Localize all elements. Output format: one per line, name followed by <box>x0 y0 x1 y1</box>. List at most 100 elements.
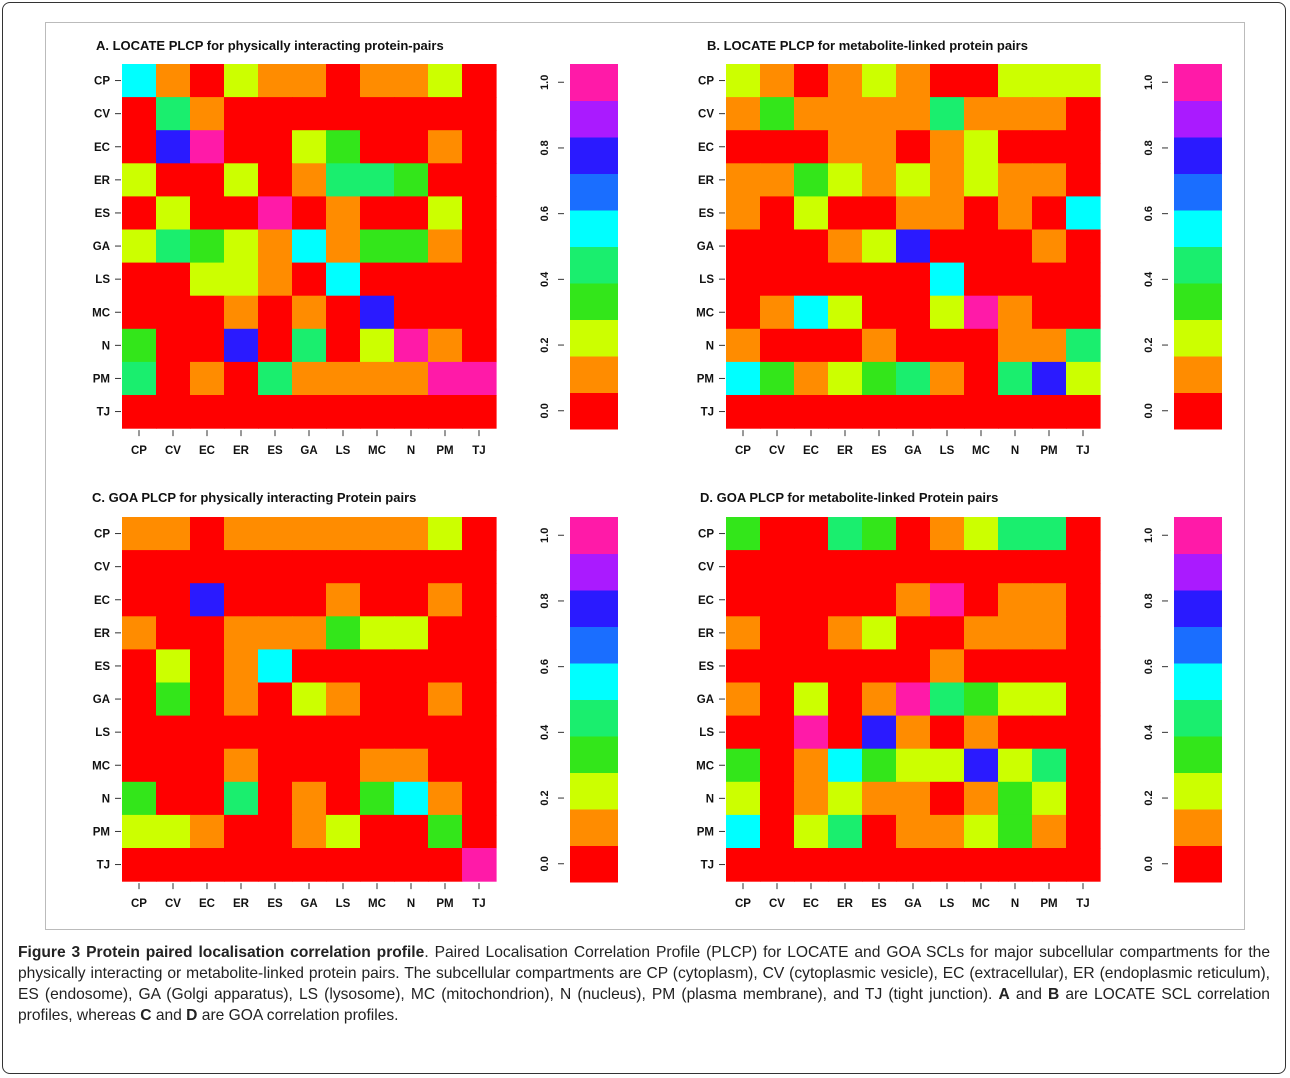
heatmap-cell <box>122 295 157 330</box>
heatmap-cell <box>862 295 897 330</box>
heatmap-cell <box>224 163 259 197</box>
heatmap-cell <box>360 517 395 551</box>
x-tick-label: ES <box>267 898 283 910</box>
heatmap-cell <box>794 848 829 882</box>
heatmap-cell <box>794 395 829 429</box>
heatmap-cell <box>326 97 361 131</box>
heatmap-cell <box>224 583 259 617</box>
heatmap-cell <box>156 848 191 882</box>
heatmap-cell <box>224 97 259 131</box>
heatmap-cell <box>760 616 795 650</box>
y-tick-label: ES <box>95 661 111 673</box>
heatmap-cell <box>394 748 429 783</box>
heatmap-cell <box>828 97 863 131</box>
heatmap-cell <box>462 781 497 816</box>
heatmap-panel-d: D. GOA PLCP for metabolite-linked Protei… <box>696 490 1222 910</box>
heatmap-cell <box>1032 583 1067 617</box>
colorbar-segment <box>570 392 618 430</box>
heatmap-cell <box>190 229 225 264</box>
heatmap-cell <box>394 848 429 882</box>
heatmap-cell <box>862 616 897 650</box>
caption-text: . Paired Localisation Correlation Profil… <box>18 944 1271 1003</box>
figure-caption: Figure 3 Protein paired localisation cor… <box>18 942 1270 1026</box>
colorbar-segment <box>570 809 618 846</box>
y-tick-label: PM <box>93 826 110 838</box>
heatmap-cell <box>862 814 897 849</box>
x-tick-label: CV <box>769 445 785 457</box>
heatmap-cell <box>1032 616 1067 650</box>
y-tick-label: CV <box>94 562 110 574</box>
x-tick-label: CP <box>735 445 751 457</box>
heatmap-cell <box>326 748 361 783</box>
heatmap-cell <box>292 550 327 584</box>
x-tick-label: ES <box>267 445 283 457</box>
heatmap-cell <box>896 848 931 882</box>
heatmap-cell <box>1066 361 1101 396</box>
heatmap-cell <box>462 130 497 164</box>
heatmap-cell <box>292 814 327 849</box>
colorbar-segment <box>570 100 618 138</box>
heatmap-cell <box>726 328 761 363</box>
heatmap-cell <box>760 517 795 551</box>
heatmap-cell <box>828 395 863 429</box>
caption-ref-a: A <box>998 986 1010 1003</box>
colorbar-segment <box>1174 210 1222 247</box>
heatmap-cell <box>394 328 429 363</box>
colorbar-segment <box>570 283 618 320</box>
heatmap-cell <box>462 64 497 98</box>
y-tick-label: ES <box>699 661 715 673</box>
heatmap-cell <box>428 163 463 197</box>
x-tick-label: CP <box>131 898 147 910</box>
heatmap-cell <box>224 295 259 330</box>
heatmap-cell <box>794 517 829 551</box>
colorbar-segment <box>1174 809 1222 846</box>
heatmap-cell <box>998 781 1033 816</box>
heatmap-cell <box>462 361 497 396</box>
heatmap-cell <box>428 196 463 231</box>
heatmap-cell <box>224 748 259 783</box>
heatmap-cell <box>156 97 191 131</box>
heatmap-cell <box>360 748 395 783</box>
heatmap-cell <box>258 229 293 264</box>
heatmap-cell <box>224 517 259 551</box>
heatmap-cell <box>258 328 293 363</box>
colorbar-segment <box>570 590 618 627</box>
x-tick-label: PM <box>1040 898 1057 910</box>
colorbar-tick-label: 1.0 <box>1143 75 1155 90</box>
heatmap-cell <box>360 649 395 684</box>
heatmap-cell <box>726 583 761 617</box>
heatmap-cell <box>930 814 965 849</box>
heatmap-cell <box>828 130 863 164</box>
x-tick-label: MC <box>368 898 386 910</box>
heatmap-cell <box>726 616 761 650</box>
heatmap-cell <box>394 361 429 396</box>
heatmap-cell <box>462 229 497 264</box>
y-tick-label: PM <box>697 373 714 385</box>
heatmap-cell <box>1066 196 1101 231</box>
heatmap-cell <box>964 196 999 231</box>
heatmap-cell <box>998 682 1033 717</box>
heatmap-cell <box>794 163 829 197</box>
y-tick-label: LS <box>699 727 714 739</box>
heatmap-cell <box>224 361 259 396</box>
heatmap-cell <box>862 649 897 684</box>
heatmap-cell <box>896 97 931 131</box>
heatmap-cell <box>428 583 463 617</box>
heatmap-cell <box>462 649 497 684</box>
heatmap-cell <box>1066 616 1101 650</box>
heatmap-cell <box>896 163 931 197</box>
colorbar-segment <box>1174 173 1222 211</box>
heatmap-cell <box>394 517 429 551</box>
heatmap-cell <box>760 395 795 429</box>
heatmap-cell <box>964 682 999 717</box>
y-tick-label: CP <box>94 529 110 541</box>
colorbar-segment <box>1174 283 1222 320</box>
x-tick-label: CV <box>165 445 181 457</box>
heatmap-cell <box>760 781 795 816</box>
heatmap-cell <box>394 649 429 684</box>
heatmap-cell <box>326 848 361 882</box>
heatmap-cell <box>122 616 157 650</box>
heatmap-cell <box>292 682 327 717</box>
heatmap-cell <box>1066 395 1101 429</box>
heatmap-cell <box>156 550 191 584</box>
